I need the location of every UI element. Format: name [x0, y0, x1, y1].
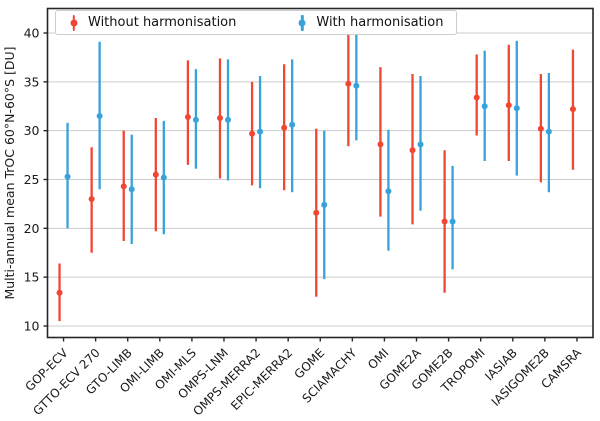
- data-point-without-CAMSRA: [569, 106, 576, 113]
- data-point-without-OMI: [377, 141, 384, 148]
- legend-entry-without-harmonisation: Without harmonisation: [70, 14, 237, 31]
- data-point-without-GOME2B: [441, 218, 448, 225]
- x-tick-label-OMI: OMI: [365, 346, 391, 372]
- data-point-without-SCIAMACHY: [345, 80, 352, 87]
- y-tick-label: 40: [24, 26, 40, 41]
- y-tick-label: 35: [24, 74, 40, 89]
- legend-label: With harmonisation: [316, 15, 444, 30]
- data-point-without-OMPS-LNM: [216, 114, 223, 121]
- data-point-with-IASIGOME2B: [545, 128, 552, 135]
- data-point-without-IASIAB: [505, 102, 512, 109]
- y-axis-label: Multi-annual mean TrOC 60°N-60°S [DU]: [2, 46, 17, 299]
- data-point-with-GOME2A: [417, 141, 424, 148]
- data-point-with-OMPS-LNM: [224, 116, 231, 123]
- data-point-with-IASIAB: [513, 105, 520, 112]
- legend-entry-with-harmonisation: With harmonisation: [298, 14, 444, 31]
- legend: Without harmonisation With harmonisation: [55, 10, 457, 35]
- data-point-with-SCIAMACHY: [353, 82, 360, 89]
- y-tick-label: 15: [24, 270, 40, 285]
- data-point-without-GOME: [313, 209, 320, 216]
- data-point-with-GOP-ECV: [64, 173, 71, 180]
- data-point-with-OMI-LIMB: [160, 174, 167, 181]
- data-point-with-EPIC-MERRA2: [289, 121, 296, 128]
- data-point-without-EPIC-MERRA2: [281, 124, 288, 131]
- data-point-without-OMI-MLS: [184, 113, 191, 120]
- data-point-without-OMI-LIMB: [152, 171, 159, 178]
- data-point-without-GOP-ECV: [56, 289, 63, 296]
- y-tick-label: 10: [24, 319, 40, 334]
- data-point-with-GTTO-ECV 270: [96, 113, 103, 120]
- plot-border: [46, 7, 594, 339]
- data-point-with-GOME2B: [449, 218, 456, 225]
- y-tick-label: 25: [24, 172, 40, 187]
- y-tick-label: 20: [24, 221, 40, 236]
- y-tick-label: 30: [24, 123, 40, 138]
- data-point-without-GOME2A: [409, 147, 416, 154]
- errorbar-marker-icon: [298, 14, 306, 31]
- data-point-with-GTO-LIMB: [128, 186, 135, 193]
- data-point-without-TROPOMI: [473, 94, 480, 101]
- data-point-with-TROPOMI: [481, 103, 488, 110]
- data-point-without-GTO-LIMB: [120, 183, 127, 190]
- data-point-without-OMPS-MERRA2: [249, 130, 256, 137]
- data-point-without-IASIGOME2B: [537, 125, 544, 132]
- legend-label: Without harmonisation: [88, 15, 237, 30]
- data-point-without-GTTO-ECV 270: [88, 196, 95, 203]
- errorbar-marker-icon: [70, 14, 78, 31]
- data-point-with-OMPS-MERRA2: [257, 128, 264, 135]
- data-point-with-OMI-MLS: [192, 116, 199, 123]
- data-point-with-GOME: [321, 201, 328, 208]
- data-point-with-OMI: [385, 188, 392, 195]
